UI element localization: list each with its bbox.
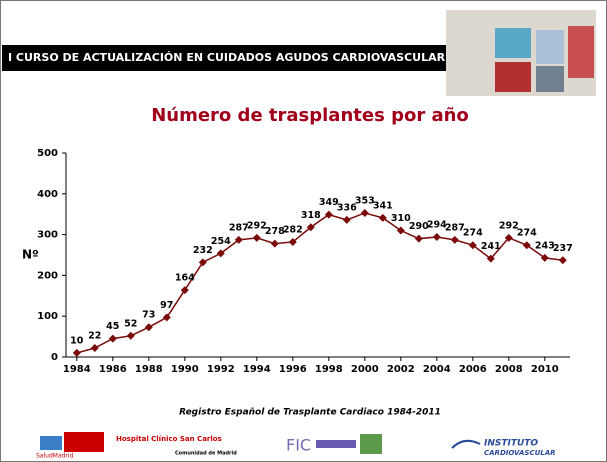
logo-mark (316, 440, 356, 448)
logo-text: FIC (286, 436, 311, 455)
image-heart (495, 28, 531, 58)
x-tick-label: 1986 (99, 364, 127, 375)
logo-mark (64, 432, 104, 452)
x-tick-label: 2004 (423, 364, 451, 375)
value-label: 237 (553, 243, 573, 254)
y-axis-label: Nº (22, 248, 39, 262)
x-tick-label: 1990 (171, 364, 199, 375)
value-label: 10 (70, 335, 84, 346)
value-label: 274 (517, 228, 537, 239)
value-label: 22 (88, 331, 101, 342)
value-label: 243 (535, 240, 555, 251)
logo-mark (40, 436, 62, 450)
image-valve (495, 62, 531, 92)
x-tick-label: 2008 (495, 364, 523, 375)
slide: I CURSO DE ACTUALIZACIÓN EN CUIDADOS AGU… (0, 0, 607, 462)
value-label: 292 (247, 220, 267, 231)
logo-text: Comunidad de Madrid (175, 451, 237, 457)
x-tick-label: 1996 (279, 364, 307, 375)
value-label: 254 (211, 236, 231, 247)
logo-text: CARDIOVASCULAR (484, 449, 556, 457)
logo-mark (360, 434, 382, 454)
value-label: 97 (160, 300, 173, 311)
y-tick-label: 400 (37, 189, 58, 200)
value-label: 318 (301, 210, 321, 221)
x-tick-label: 1988 (135, 364, 163, 375)
image-xray (536, 30, 564, 64)
value-label: 287 (229, 222, 249, 233)
value-label: 45 (106, 321, 119, 332)
value-label: 73 (142, 310, 155, 321)
logo-text: INSTITUTO (484, 439, 538, 449)
x-tick-label: 1984 (63, 364, 91, 375)
value-label: 282 (283, 224, 303, 235)
header-text: I CURSO DE ACTUALIZACIÓN EN CUIDADOS AGU… (8, 51, 465, 64)
x-tick-label: 1998 (315, 364, 343, 375)
image-device (536, 66, 564, 92)
x-tick-label: 1992 (207, 364, 235, 375)
source-note: Registro Español de Trasplante Cardiaco … (179, 408, 441, 418)
value-label: 292 (499, 220, 519, 231)
value-label: 341 (373, 200, 393, 211)
logo-text: Hospital Clínico San Carlos (116, 435, 222, 443)
y-tick-label: 300 (37, 230, 58, 241)
y-tick-label: 0 (51, 352, 58, 363)
value-label: 274 (463, 228, 483, 239)
value-label: 287 (445, 222, 465, 233)
value-label: 232 (193, 245, 213, 256)
y-tick-label: 100 (37, 311, 58, 322)
y-tick-label: 500 (37, 148, 58, 159)
x-tick-label: 2006 (459, 364, 487, 375)
value-label: 349 (319, 197, 339, 208)
y-tick-label: 200 (37, 270, 58, 281)
x-tick-label: 2002 (387, 364, 415, 375)
logo-text: SaludMadrid (36, 453, 74, 460)
value-label: 164 (175, 273, 195, 284)
value-label: 52 (124, 318, 137, 329)
header-images (446, 10, 596, 96)
x-tick-label: 2010 (531, 364, 559, 375)
value-label: 353 (355, 195, 375, 206)
chart-title: Número de trasplantes por año (151, 105, 469, 126)
x-tick-label: 2000 (351, 364, 379, 375)
x-tick-label: 1994 (243, 364, 271, 375)
value-label: 241 (481, 241, 501, 252)
image-anatomy (568, 26, 594, 78)
